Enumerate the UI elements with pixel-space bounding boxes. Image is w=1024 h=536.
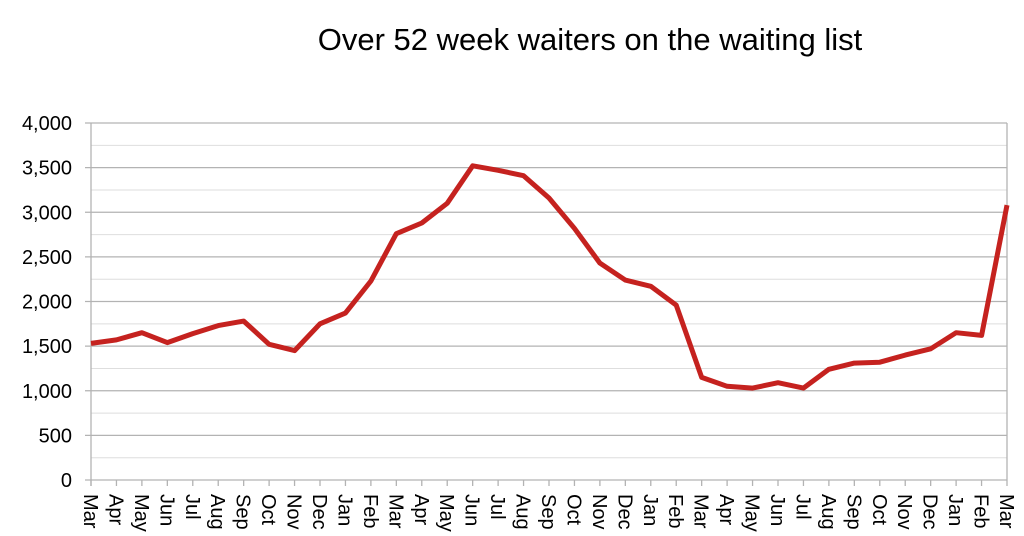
- x-tick-label: Apr: [104, 494, 126, 525]
- x-tick-label: Mar: [384, 494, 406, 529]
- x-tick-label: Jun: [766, 494, 788, 526]
- x-tick-label: Jun: [155, 494, 177, 526]
- chart-title: Over 52 week waiters on the waiting list: [317, 22, 863, 57]
- y-tick-label: 1,000: [22, 381, 72, 403]
- x-tick-label: Jul: [791, 494, 813, 520]
- y-tick-label: 3,000: [22, 202, 72, 224]
- y-tick-label: 500: [39, 425, 72, 447]
- x-tick-label: Oct: [562, 494, 584, 526]
- gridlines: [85, 122, 1008, 486]
- x-axis-tick-labels: Mar Apr May Jun Jul Aug Sep Oct Nov Dec Jan Feb Mar A…: [79, 494, 1017, 532]
- x-tick-label: Nov: [893, 494, 915, 530]
- x-tick-label: May: [435, 494, 457, 532]
- x-tick-label: Sep: [232, 494, 254, 530]
- y-tick-label: 2,500: [22, 247, 72, 269]
- x-tick-label: Jun: [461, 494, 483, 526]
- x-tick-label: Nov: [588, 494, 610, 530]
- x-tick-label: Jul: [486, 494, 508, 520]
- x-tick-label: May: [130, 494, 152, 532]
- y-tick-label: 2,000: [22, 292, 72, 314]
- x-tick-label: Jan: [639, 494, 661, 526]
- x-tick-label: Aug: [512, 494, 534, 530]
- x-tick-label: Jan: [333, 494, 355, 526]
- y-axis-tick-labels: 0 500 1,000 1,500 2,000 2,500 3,000 3,500 4,000: [22, 113, 72, 492]
- x-tick-label: Aug: [206, 494, 228, 530]
- x-tick-label: Mar: [995, 494, 1017, 529]
- x-tick-label: May: [741, 494, 763, 532]
- x-tick-label: Apr: [410, 494, 432, 525]
- x-tick-label: Oct: [257, 494, 279, 526]
- y-tick-label: 4,000: [22, 113, 72, 135]
- x-tick-label: Jul: [181, 494, 203, 520]
- x-tick-label: Dec: [919, 494, 941, 530]
- x-tick-label: Feb: [664, 494, 686, 528]
- x-tick-label: Apr: [715, 494, 737, 525]
- y-tick-label: 1,500: [22, 336, 72, 358]
- x-tick-label: Sep: [537, 494, 559, 530]
- x-tick-label: Feb: [970, 494, 992, 528]
- x-tick-label: Nov: [283, 494, 305, 530]
- y-tick-label: 0: [61, 470, 72, 492]
- x-tick-label: Dec: [613, 494, 635, 530]
- data-series: [90, 163, 1010, 391]
- x-tick-label: Feb: [359, 494, 381, 528]
- x-tick-label: Jan: [944, 494, 966, 526]
- x-tick-label: Oct: [868, 494, 890, 526]
- x-tick-label: Dec: [308, 494, 330, 530]
- x-tick-label: Mar: [690, 494, 712, 529]
- x-tick-label: Mar: [79, 494, 101, 529]
- y-tick-label: 3,500: [22, 158, 72, 180]
- series-line: [90, 163, 1010, 391]
- x-tick-label: Sep: [842, 494, 864, 530]
- x-tick-label: Aug: [817, 494, 839, 530]
